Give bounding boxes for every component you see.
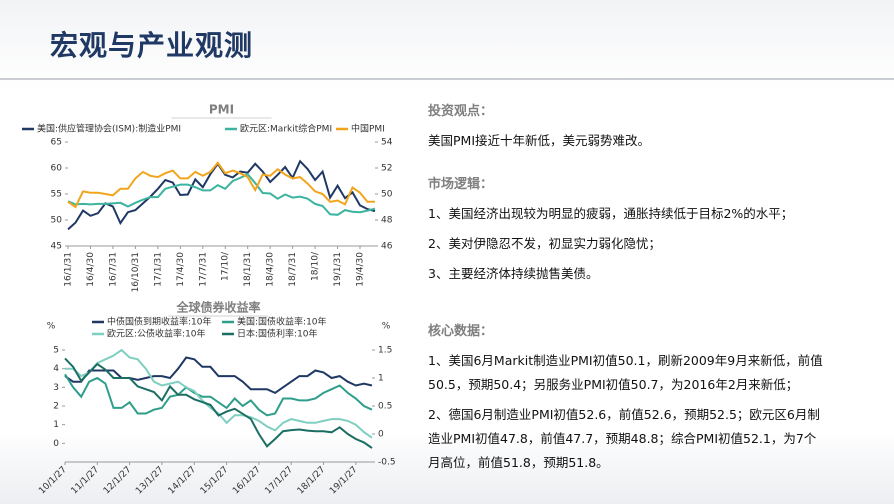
y2-tick-label: 46: [381, 242, 393, 252]
x-tick-label: 10/1/27: [37, 465, 69, 497]
legend-label: 美国:供应管理协会(ISM):制造业PMI: [37, 123, 181, 135]
y-tick-label: 3: [53, 383, 59, 393]
x-tick-label: 16/10/31: [131, 252, 141, 292]
x-tick-label: 16/1/31: [64, 252, 74, 287]
x-tick-label: 18/1/27: [296, 465, 328, 497]
legend-label: 日本:国债利率:10年: [237, 328, 318, 340]
section-heading: 投资观点：: [428, 104, 494, 119]
x-tick-label: 14/1/27: [167, 465, 199, 497]
section-heading: 市场逻辑：: [428, 177, 494, 192]
y-tick-label: 5: [53, 346, 59, 356]
title-rule: [0, 78, 894, 80]
x-tick-label: 18/1/31: [243, 252, 253, 287]
chart-title: PMI: [209, 103, 234, 117]
section-paragraph: 1、美国6月Markit制造业PMI初值50.1，刷新2009年9月来新低，前值…: [428, 353, 823, 392]
legend-label: 中债国债到期收益率:10年: [107, 316, 212, 328]
x-tick-label: 17/1/31: [153, 252, 163, 287]
y-tick-label: 1: [53, 420, 59, 430]
y2-tick-label: 1: [378, 374, 384, 384]
legend-label: 中国PMI: [351, 123, 385, 135]
series-line: [65, 348, 373, 439]
legend-label: 欧元区:公债收益率:10年: [107, 328, 206, 340]
y2-tick-label: 1.5: [378, 346, 392, 356]
x-tick-label: 17/4/30: [176, 252, 186, 287]
text-section: 投资观点： 美国PMI接近十年新低，美元弱势难改。: [428, 100, 828, 153]
x-tick-label: 16/7/31: [108, 252, 118, 287]
y-tick-label: 50: [51, 216, 63, 226]
y2-tick-label: 50: [381, 190, 393, 200]
series-line: [64, 357, 373, 449]
x-tick-label: 17/10/: [221, 251, 231, 281]
series-line: [67, 172, 376, 216]
y2-tick-label: 52: [381, 164, 392, 174]
x-tick-label: 12/1/27: [102, 465, 134, 497]
x-tick-label: 16/4/30: [86, 252, 96, 287]
x-tick-label: 18/10/: [311, 251, 321, 281]
x-tick-label: 18/7/31: [288, 252, 298, 287]
y2-tick-label: 0.5: [378, 402, 392, 412]
section-paragraph: 3、主要经济体持续抛售美债。: [428, 266, 599, 281]
series-line: [64, 373, 373, 417]
series-line: [64, 356, 373, 395]
section-heading: 核心数据：: [428, 324, 494, 339]
y-axis-label: %: [47, 322, 56, 332]
y2-tick-label: 48: [381, 216, 393, 226]
x-tick-label: 17/1/27: [263, 465, 295, 497]
x-tick-label: 15/1/27: [199, 465, 231, 497]
y-tick-label: 65: [51, 138, 62, 148]
y-tick-label: 2: [53, 402, 59, 412]
legend-label: 欧元区:Markit综合PMI: [240, 123, 332, 135]
y-tick-label: 4: [53, 364, 59, 374]
section-paragraph: 2、美对伊隐忍不发，初显实力弱化隐忧；: [428, 236, 661, 251]
section-paragraph: 美国PMI接近十年新低，美元弱势难改。: [428, 133, 651, 148]
y2-tick-label: 54: [381, 138, 393, 148]
y2-tick-label: -0.5: [378, 458, 396, 468]
legend-label: 美国:国债收益率:10年: [237, 316, 327, 328]
y-tick-label: 0: [53, 439, 59, 449]
x-tick-label: 18/4/30: [266, 252, 276, 287]
y2-axis-label: %: [382, 322, 391, 332]
text-panel: 投资观点： 美国PMI接近十年新低，美元弱势难改。 市场逻辑： 1、美国经济出现较为明…: [428, 100, 828, 495]
text-section: 市场逻辑： 1、美国经济出现较为明显的疲弱，通胀持续低于目标2%的水平； 2、美对伊…: [428, 173, 828, 286]
x-tick-label: 19/1/27: [328, 465, 360, 497]
x-tick-label: 19/4/30: [356, 252, 366, 287]
section-paragraph: 2、德国6月制造业PMI初值52.6，前值52.6，预期52.5；欧元区6月制造…: [428, 407, 820, 470]
section-paragraph: 1、美国经济出现较为明显的疲弱，通胀持续低于目标2%的水平；: [428, 206, 794, 221]
x-tick-label: 17/7/31: [198, 252, 208, 287]
page-title: 宏观与产业观测: [50, 29, 254, 62]
x-tick-label: 19/1/31: [333, 252, 343, 287]
text-section: 核心数据： 1、美国6月Markit制造业PMI初值50.1，刷新2009年9月来…: [428, 320, 828, 475]
x-tick-label: 16/1/27: [231, 465, 263, 497]
series-line: [67, 161, 375, 209]
chart-title: 全球债券收益率: [175, 300, 260, 315]
y2-tick-label: 0: [378, 430, 384, 440]
y-tick-label: 60: [51, 164, 63, 174]
y-tick-label: 55: [51, 190, 62, 200]
y-tick-label: 45: [51, 242, 62, 252]
x-tick-label: 13/1/27: [134, 465, 166, 497]
x-tick-label: 11/1/27: [70, 465, 102, 497]
